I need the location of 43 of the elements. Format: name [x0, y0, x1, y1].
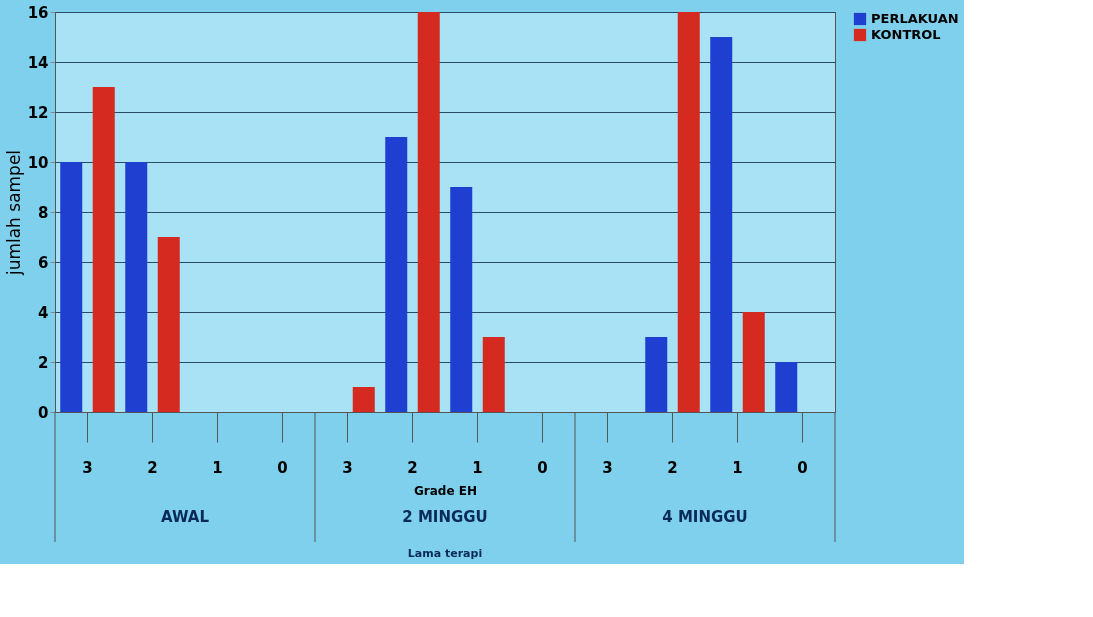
x-tick-label: 3	[342, 458, 353, 477]
bar	[450, 187, 473, 412]
x-tick-label: 3	[602, 458, 613, 477]
x-tick-label: 1	[472, 458, 483, 477]
x-tick-label: 0	[797, 458, 808, 477]
x-tick-label: 3	[82, 458, 93, 477]
x-tick-label: 0	[537, 458, 548, 477]
y-tick-label: 10	[27, 153, 49, 172]
legend-label: PERLAKUAN	[871, 11, 959, 26]
bar	[645, 337, 668, 412]
y-tick-label: 16	[27, 3, 49, 22]
bar	[775, 362, 798, 412]
x-tick-label: 0	[277, 458, 288, 477]
bar	[742, 312, 765, 412]
bar	[92, 87, 115, 412]
y-tick-label: 8	[38, 203, 49, 222]
x-axis-title: Grade EH	[413, 483, 478, 498]
y-tick-label: 12	[27, 103, 49, 122]
bar	[125, 162, 148, 412]
bar	[385, 137, 408, 412]
legend-label: KONTROL	[871, 27, 941, 42]
bar	[677, 12, 700, 412]
bar	[482, 337, 505, 412]
text: AWAL	[161, 508, 210, 526]
bar	[352, 387, 375, 412]
bar	[157, 237, 180, 412]
bar	[60, 162, 83, 412]
x-tick-label: 2	[667, 458, 678, 477]
bar	[417, 12, 440, 412]
x-tick-label: 1	[732, 458, 743, 477]
x-tick-label: 1	[212, 458, 223, 477]
y-tick-label: 14	[27, 53, 49, 72]
text: 4 MINGGU	[662, 508, 748, 526]
y-axis-title: jumlah sampel	[3, 149, 24, 277]
bar	[710, 37, 733, 412]
x-tick-label: 2	[147, 458, 158, 477]
text: Lama terapi	[407, 547, 483, 560]
y-tick-label: 4	[38, 303, 49, 322]
x-tick-label: 2	[407, 458, 418, 477]
y-tick-label: 0	[38, 403, 49, 422]
text: 2 MINGGU	[402, 508, 488, 526]
y-tick-label: 6	[38, 253, 49, 272]
y-tick-label: 2	[38, 353, 49, 372]
